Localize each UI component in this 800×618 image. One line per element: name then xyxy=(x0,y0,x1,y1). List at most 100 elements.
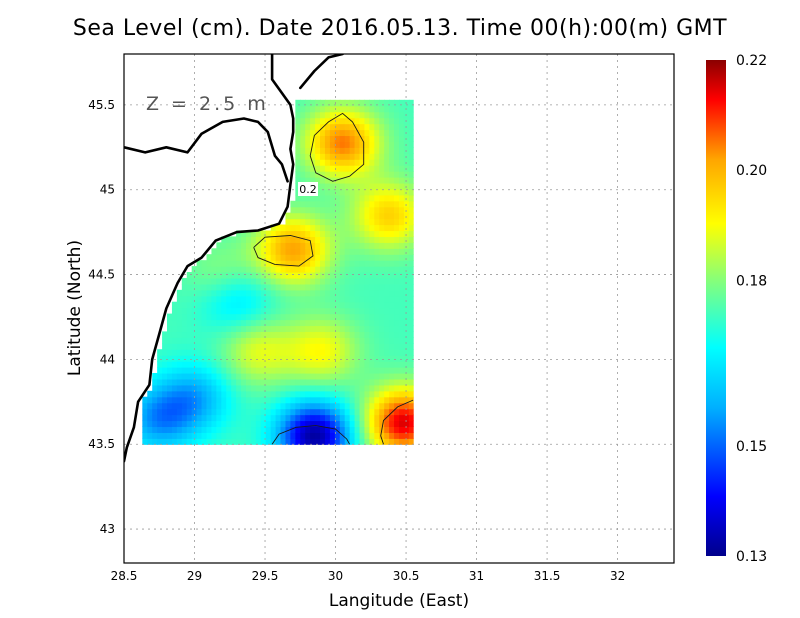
field-cell xyxy=(389,266,395,273)
field-cell xyxy=(320,266,326,273)
field-cell xyxy=(191,420,198,428)
field-cell xyxy=(285,343,292,350)
field-cell xyxy=(310,343,316,350)
field-cell xyxy=(186,319,193,327)
field-cell xyxy=(334,159,341,166)
field-cell xyxy=(384,236,390,243)
field-cell xyxy=(403,378,410,386)
field-cell xyxy=(364,123,370,131)
field-cell xyxy=(364,242,370,249)
field-cell xyxy=(374,224,380,232)
field-cell xyxy=(399,355,405,362)
field-cell xyxy=(320,295,326,303)
field-cell xyxy=(403,438,410,445)
field-cell xyxy=(206,414,213,422)
field-cell xyxy=(364,206,370,214)
field-cell xyxy=(389,194,395,202)
field-cell xyxy=(275,396,282,404)
field-cell xyxy=(260,372,267,380)
field-cell xyxy=(305,289,311,297)
field-cell xyxy=(339,408,346,416)
field-cell xyxy=(285,289,292,297)
field-cell xyxy=(226,378,232,386)
field-cell xyxy=(191,378,198,386)
field-cell xyxy=(374,242,380,249)
field-cell xyxy=(334,272,341,279)
field-cell xyxy=(384,141,390,148)
field-cell xyxy=(334,289,341,297)
field-cell xyxy=(339,289,346,297)
field-cell xyxy=(191,295,198,303)
field-cell xyxy=(221,402,227,410)
field-cell xyxy=(167,426,173,433)
field-cell xyxy=(315,224,321,232)
colorbar-scale xyxy=(706,60,726,556)
contour-label: 0.2 xyxy=(298,182,318,196)
field-cell xyxy=(349,438,356,445)
field-cell xyxy=(334,248,341,255)
field-cell xyxy=(320,230,326,237)
field-cell xyxy=(320,105,326,113)
field-cell xyxy=(221,367,227,374)
field-cell xyxy=(403,105,410,113)
field-cell xyxy=(339,319,346,327)
field-cell xyxy=(359,123,366,131)
field-cell xyxy=(334,319,341,327)
field-cell xyxy=(379,242,385,249)
field-cell xyxy=(250,438,257,445)
field-cell xyxy=(379,343,385,350)
field-cell xyxy=(201,307,208,315)
field-cell xyxy=(231,295,237,303)
field-cell xyxy=(379,319,385,327)
field-cell xyxy=(241,289,247,297)
field-cell xyxy=(408,159,414,166)
field-cell xyxy=(389,355,395,362)
field-cell xyxy=(369,248,375,255)
field-cell xyxy=(295,408,301,416)
field-cell xyxy=(379,153,385,160)
field-cell xyxy=(206,289,213,297)
field-cell xyxy=(167,349,173,356)
field-cell xyxy=(310,159,316,166)
field-cell xyxy=(384,432,390,439)
field-cell xyxy=(339,254,346,261)
field-cell xyxy=(280,224,287,232)
field-cell xyxy=(329,147,336,154)
field-cell xyxy=(216,307,222,315)
field-cell xyxy=(211,420,217,428)
field-cell xyxy=(245,402,252,410)
field-cell xyxy=(157,438,163,445)
field-cell xyxy=(394,355,400,362)
field-cell xyxy=(255,283,262,291)
field-cell xyxy=(339,355,346,362)
field-cell xyxy=(280,295,287,303)
field-cell xyxy=(334,254,341,261)
field-cell xyxy=(285,432,292,439)
field-cell xyxy=(290,372,296,380)
field-cell xyxy=(389,200,395,208)
field-cell xyxy=(329,188,336,196)
field-cell xyxy=(270,236,277,243)
field-cell xyxy=(389,224,395,232)
field-cell xyxy=(250,307,257,315)
field-cell xyxy=(260,313,267,321)
field-cell xyxy=(236,355,242,362)
field-cell xyxy=(201,361,208,368)
field-cell xyxy=(403,414,410,422)
field-cell xyxy=(270,432,277,439)
field-cell xyxy=(196,402,203,410)
field-cell xyxy=(344,325,351,333)
field-cell xyxy=(354,337,361,344)
field-cell xyxy=(379,236,385,243)
field-cell xyxy=(285,361,292,368)
field-cell xyxy=(344,426,351,433)
field-cell xyxy=(196,367,203,374)
field-cell xyxy=(226,367,232,374)
field-cell xyxy=(359,343,366,350)
field-cell xyxy=(305,111,311,119)
field-cell xyxy=(315,372,321,380)
field-cell xyxy=(216,384,222,392)
field-cell xyxy=(389,432,395,439)
field-cell xyxy=(389,378,395,386)
field-cell xyxy=(315,242,321,249)
